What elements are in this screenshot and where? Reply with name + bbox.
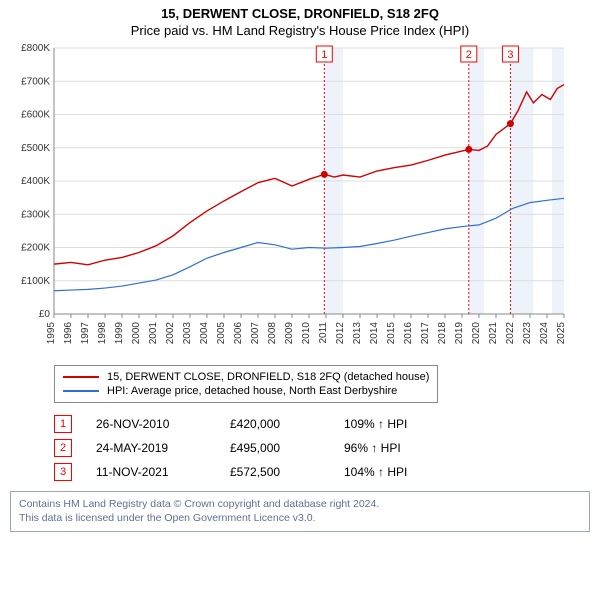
svg-text:£600K: £600K: [21, 110, 50, 121]
chart-svg: £0 £100K £200K £300K £400K £500K £600K £700K £80…: [10, 44, 570, 354]
event-pct: 104% ↑ HPI: [344, 465, 454, 479]
svg-text:2022: 2022: [505, 322, 516, 345]
svg-text:2014: 2014: [369, 322, 380, 345]
legend-item: HPI: Average price, detached house, Nort…: [63, 384, 429, 398]
event-row: 2 24-MAY-2019 £495,000 96% ↑ HPI: [54, 439, 590, 457]
svg-text:2006: 2006: [233, 322, 244, 345]
svg-text:1: 1: [321, 49, 327, 61]
svg-text:£200K: £200K: [21, 243, 50, 254]
event-row: 3 11-NOV-2021 £572,500 104% ↑ HPI: [54, 463, 590, 481]
legend-label: HPI: Average price, detached house, Nort…: [107, 385, 397, 397]
svg-text:2000: 2000: [131, 322, 142, 345]
svg-text:1995: 1995: [46, 322, 57, 345]
svg-text:£500K: £500K: [21, 143, 50, 154]
svg-text:2008: 2008: [267, 322, 278, 345]
svg-text:1997: 1997: [80, 322, 91, 345]
footer-credit: Contains HM Land Registry data © Crown c…: [10, 491, 590, 532]
svg-text:2015: 2015: [386, 322, 397, 345]
svg-text:1998: 1998: [97, 322, 108, 345]
svg-text:2004: 2004: [199, 322, 210, 345]
event-price: £495,000: [230, 441, 320, 455]
event-pct: 109% ↑ HPI: [344, 417, 454, 431]
svg-text:2025: 2025: [556, 322, 567, 345]
page-container: 15, DERWENT CLOSE, DRONFIELD, S18 2FQ Pr…: [0, 0, 600, 590]
svg-text:2024: 2024: [539, 322, 550, 345]
event-badge: 3: [54, 463, 72, 481]
svg-text:£400K: £400K: [21, 176, 50, 187]
svg-text:£700K: £700K: [21, 76, 50, 87]
footer-line: This data is licensed under the Open Gov…: [19, 512, 581, 526]
svg-text:2018: 2018: [437, 322, 448, 345]
event-row: 1 26-NOV-2010 £420,000 109% ↑ HPI: [54, 415, 590, 433]
event-badge: 1: [54, 415, 72, 433]
legend-swatch: [63, 390, 99, 392]
event-pct: 96% ↑ HPI: [344, 441, 454, 455]
svg-text:2: 2: [466, 49, 472, 61]
svg-text:3: 3: [507, 49, 513, 61]
svg-text:2020: 2020: [471, 322, 482, 345]
svg-text:2010: 2010: [301, 322, 312, 345]
event-badge: 2: [54, 439, 72, 457]
event-table: 1 26-NOV-2010 £420,000 109% ↑ HPI 2 24-M…: [54, 409, 590, 487]
address-title: 15, DERWENT CLOSE, DRONFIELD, S18 2FQ: [10, 6, 590, 21]
svg-text:2017: 2017: [420, 322, 431, 345]
svg-text:2012: 2012: [335, 322, 346, 345]
event-date: 24-MAY-2019: [96, 441, 206, 455]
title-block: 15, DERWENT CLOSE, DRONFIELD, S18 2FQ Pr…: [10, 6, 590, 44]
svg-text:2023: 2023: [522, 322, 533, 345]
svg-text:2009: 2009: [284, 322, 295, 345]
svg-text:2001: 2001: [148, 322, 159, 345]
svg-text:1996: 1996: [63, 322, 74, 345]
svg-text:2002: 2002: [165, 322, 176, 345]
svg-text:2011: 2011: [318, 322, 329, 344]
event-price: £420,000: [230, 417, 320, 431]
subtitle: Price paid vs. HM Land Registry's House …: [10, 23, 590, 38]
svg-text:2021: 2021: [488, 322, 499, 345]
footer-line: Contains HM Land Registry data © Crown c…: [19, 498, 581, 512]
legend: 15, DERWENT CLOSE, DRONFIELD, S18 2FQ (d…: [54, 365, 438, 403]
svg-text:1999: 1999: [114, 322, 125, 345]
svg-text:2013: 2013: [352, 322, 363, 345]
svg-text:£0: £0: [39, 309, 51, 320]
legend-label: 15, DERWENT CLOSE, DRONFIELD, S18 2FQ (d…: [107, 371, 429, 383]
svg-text:£300K: £300K: [21, 209, 50, 220]
svg-text:2016: 2016: [403, 322, 414, 345]
svg-text:2019: 2019: [454, 322, 465, 345]
svg-text:£800K: £800K: [21, 44, 50, 54]
svg-text:2007: 2007: [250, 322, 261, 345]
event-date: 26-NOV-2010: [96, 417, 206, 431]
svg-text:£100K: £100K: [21, 276, 50, 287]
event-date: 11-NOV-2021: [96, 465, 206, 479]
chart-area: £0 £100K £200K £300K £400K £500K £600K £700K £80…: [10, 44, 590, 359]
legend-swatch: [63, 376, 99, 378]
legend-item: 15, DERWENT CLOSE, DRONFIELD, S18 2FQ (d…: [63, 370, 429, 384]
event-price: £572,500: [230, 465, 320, 479]
svg-text:2003: 2003: [182, 322, 193, 345]
svg-text:2005: 2005: [216, 322, 227, 345]
